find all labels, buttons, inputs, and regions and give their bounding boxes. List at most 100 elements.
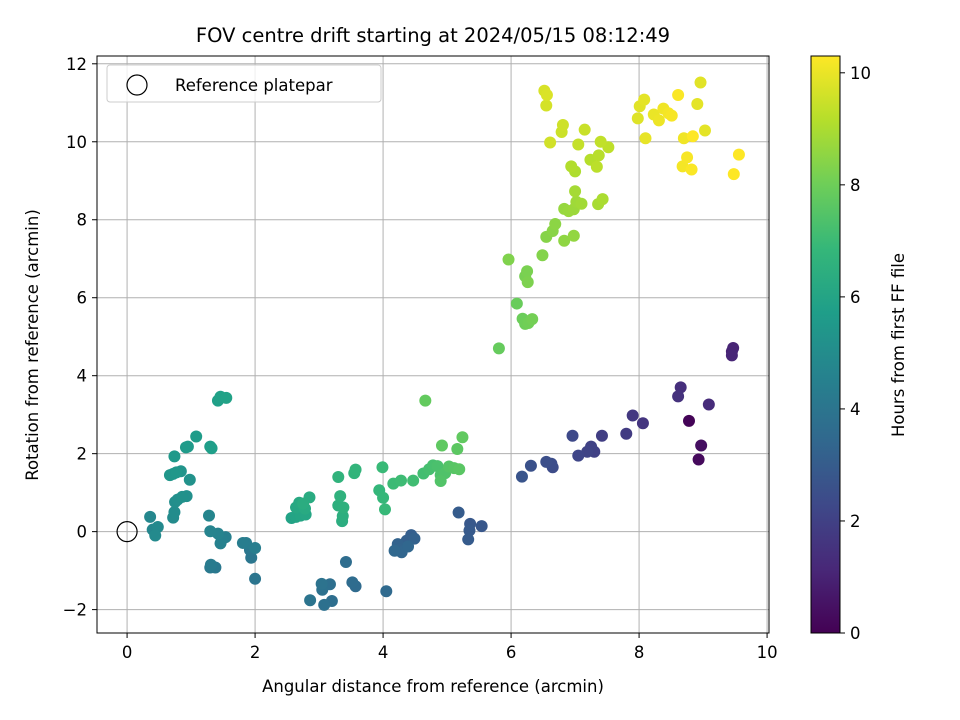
data-point	[510, 297, 523, 310]
data-point	[732, 148, 745, 161]
data-point	[620, 427, 633, 440]
data-point	[540, 88, 553, 101]
data-point	[592, 149, 605, 162]
data-point	[462, 533, 475, 546]
data-point	[204, 525, 217, 538]
data-point	[149, 529, 162, 542]
y-axis-title: Rotation from reference (arcmin)	[23, 209, 42, 481]
data-point	[526, 313, 539, 326]
y-tick-label: 6	[77, 289, 88, 308]
data-point	[694, 76, 707, 89]
data-point	[492, 342, 505, 355]
data-point	[402, 540, 415, 553]
data-point	[452, 506, 465, 519]
data-point	[249, 572, 262, 585]
data-point	[631, 112, 644, 125]
y-axis: −2 0 2 4 6 8 10 12	[63, 55, 97, 620]
data-point	[636, 417, 649, 430]
colorbar-tick-label: 8	[850, 176, 861, 195]
data-point	[681, 151, 694, 164]
data-point	[575, 197, 588, 210]
data-point	[183, 473, 196, 486]
data-point	[214, 537, 227, 550]
reference-point-marker	[116, 521, 138, 543]
data-point	[379, 503, 391, 516]
x-tick-label: 4	[378, 643, 389, 662]
data-point	[419, 394, 432, 407]
data-point	[692, 453, 705, 466]
data-point	[594, 135, 607, 148]
x-tick-label: 10	[757, 643, 778, 662]
data-point	[677, 132, 690, 145]
legend-entry-reference: Reference platepar	[175, 76, 333, 95]
colorbar: 0 2 4 6 8 10 Hours from first FF file	[810, 55, 908, 643]
data-point	[388, 544, 401, 557]
data-point	[334, 490, 347, 503]
colorbar-tick-label: 2	[850, 512, 861, 531]
x-tick-label: 8	[634, 643, 645, 662]
data-point	[297, 497, 310, 510]
data-point	[569, 185, 582, 198]
x-tick-label: 6	[506, 643, 517, 662]
data-point	[639, 132, 652, 145]
data-point	[566, 429, 579, 442]
colorbar-tick-label: 0	[850, 624, 861, 643]
data-point	[451, 442, 464, 455]
data-point	[475, 520, 488, 533]
data-point	[453, 463, 466, 476]
data-point	[686, 130, 699, 143]
data-point	[249, 542, 262, 555]
data-point	[315, 577, 328, 590]
data-point	[572, 138, 585, 151]
colorbar-tick-label: 6	[850, 288, 861, 307]
data-point	[337, 501, 350, 514]
data-point	[699, 124, 711, 137]
data-point	[595, 429, 608, 442]
y-tick-label: 10	[66, 133, 87, 152]
y-tick-label: −2	[63, 601, 87, 620]
colorbar-gradient	[811, 56, 840, 633]
x-axis-title: Angular distance from reference (arcmin)	[262, 677, 604, 696]
data-point	[556, 119, 569, 132]
data-point	[170, 466, 183, 479]
data-point	[407, 474, 420, 487]
data-point	[220, 391, 233, 404]
data-point	[536, 249, 549, 262]
data-point	[691, 97, 704, 110]
data-point	[685, 163, 698, 176]
data-point	[515, 470, 528, 483]
data-point	[521, 276, 534, 289]
data-point	[205, 442, 218, 455]
x-tick-label: 2	[250, 643, 261, 662]
grid	[97, 56, 769, 633]
data-point	[168, 450, 181, 463]
data-point	[181, 440, 194, 453]
x-axis: 0 2 4 6 8 10	[122, 633, 778, 662]
colorbar-ticks: 0 2 4 6 8 10	[840, 64, 871, 643]
data-point	[672, 88, 685, 101]
data-point	[702, 398, 715, 411]
data-point	[204, 558, 217, 571]
data-point	[190, 430, 203, 443]
colorbar-tick-label: 4	[850, 400, 861, 419]
data-point	[695, 439, 708, 452]
data-point	[652, 114, 665, 127]
data-point	[376, 461, 389, 474]
data-point	[524, 459, 537, 472]
data-point	[318, 598, 331, 611]
data-point	[346, 576, 359, 589]
data-point	[567, 229, 580, 242]
data-point	[544, 136, 557, 149]
data-point	[578, 123, 591, 136]
data-point	[144, 510, 157, 523]
data-point	[463, 524, 476, 537]
y-tick-label: 2	[77, 445, 88, 464]
data-point	[549, 218, 562, 231]
data-point	[349, 463, 362, 476]
data-point	[727, 168, 740, 181]
data-point	[521, 265, 534, 278]
data-point	[203, 509, 215, 522]
colorbar-title: Hours from first FF file	[889, 253, 908, 437]
y-tick-label: 12	[66, 55, 87, 74]
